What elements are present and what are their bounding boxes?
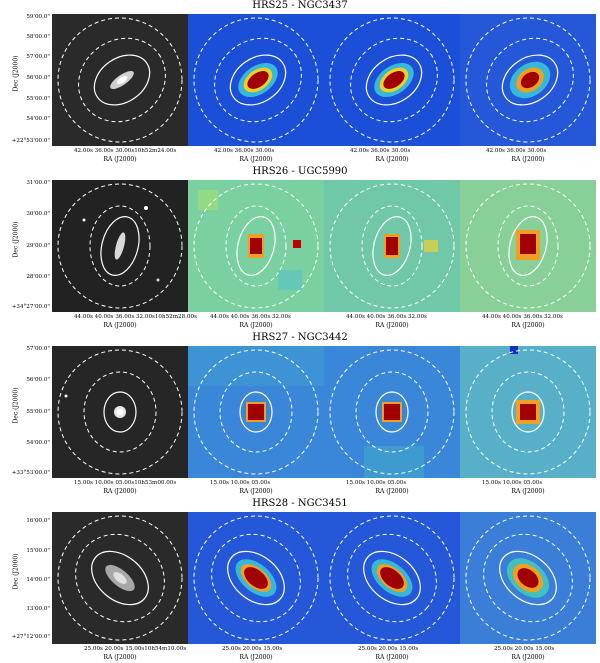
y-tick-label: 29'00.0" [26, 243, 50, 249]
row-title: HRS27 - NGC3442 [252, 332, 348, 343]
x-axis-label: RA (J2000) [375, 654, 409, 661]
row-title: HRS25 - NGC3437 [252, 0, 348, 11]
x-axis-label: RA (J2000) [511, 156, 545, 163]
y-tick-label: +33°53'00.0" [11, 470, 50, 476]
x-tick-labels: 15.00s 10.00s 05.00s [346, 480, 407, 486]
optical-image-panel [52, 512, 188, 644]
flux-map-panel-2 [324, 180, 460, 312]
flux-map-panel-2 [324, 346, 460, 478]
flux-map-panel-1 [188, 512, 324, 644]
y-tick-label: +22°53'00.0" [11, 138, 50, 144]
flux-map-panel-2 [324, 512, 460, 644]
flux-map-panel-1 [188, 180, 324, 312]
figure-row-1: HRS25 - NGC3437 Dec (J2000) 59'00.0" 58'… [0, 0, 600, 166]
x-tick-labels: 44.00s 40.00s 36.00s 32.00s [210, 314, 291, 320]
y-tick-label: 58'00.0" [26, 34, 50, 40]
x-tick-labels: 42.00s 36.00s 30.00s [214, 148, 275, 154]
y-axis-label: Dec (J2000) [12, 221, 20, 258]
x-axis-label: RA (J2000) [103, 322, 137, 329]
flux-map-panel-1 [188, 14, 324, 146]
x-axis-label: RA (J2000) [375, 322, 409, 329]
y-axis-label: Dec (J2000) [12, 55, 20, 92]
x-tick-labels: 42.00s 36.00s 30.00s [350, 148, 411, 154]
y-axis-label: Dec (J2000) [12, 387, 20, 424]
x-tick-labels: 44.00s 40.00s 36.00s 32.00s [482, 314, 563, 320]
flux-map-panel-3 [460, 346, 596, 478]
y-tick-label: 55'00.0" [26, 409, 50, 415]
x-axis-label: RA (J2000) [375, 488, 409, 495]
x-tick-labels: 15.00s 10.00s 05.00s10h53m00.00s [74, 480, 177, 486]
flux-map-panel-1 [188, 346, 324, 478]
y-tick-label: 16'00.0" [26, 518, 50, 524]
y-tick-label: 31'00.0" [26, 180, 50, 186]
x-tick-labels: 25.00s 20.00s 15.00s [494, 646, 555, 652]
x-axis-label: RA (J2000) [239, 654, 273, 661]
x-axis-label: RA (J2000) [239, 156, 273, 163]
flux-map-panel-3 [460, 512, 596, 644]
x-tick-labels: 15.00s 10.00s 05.00s [210, 480, 271, 486]
x-tick-labels: 44.00s 40.00s 36.00s 32.00s [346, 314, 427, 320]
y-tick-label: 55'00.0" [26, 96, 50, 102]
y-tick-label: 54'00.0" [26, 440, 50, 446]
x-tick-labels: 25.00s 20.00s 15.00s [358, 646, 419, 652]
y-tick-label: 28'00.0" [26, 274, 50, 280]
x-tick-labels: 25.00s 20.00s 15.00s [222, 646, 283, 652]
x-tick-labels: 42.00s 36.00s 30.00s [486, 148, 547, 154]
x-tick-labels: 15.00s 10.00s 05.00s [482, 480, 543, 486]
y-tick-label: 56'00.0" [26, 75, 50, 81]
flux-map-panel-3 [460, 180, 596, 312]
y-tick-label: 14'00.0" [26, 577, 50, 583]
x-axis-label: RA (J2000) [511, 322, 545, 329]
optical-image-panel [52, 346, 188, 478]
figure-row-2: HRS26 - UGC5990 Dec (J2000) 31'00.0" 30'… [0, 166, 600, 332]
x-axis-label: RA (J2000) [103, 488, 137, 495]
y-tick-label: 56'00.0" [26, 377, 50, 383]
optical-image-panel [52, 14, 188, 146]
y-tick-label: 59'00.0" [26, 14, 50, 20]
flux-map-panel-2 [324, 14, 460, 146]
figure-row-3: HRS27 - NGC3442 Dec (J2000) 57'00.0" 56'… [0, 332, 600, 498]
flux-map-panel-3 [460, 14, 596, 146]
x-axis-label: RA (J2000) [103, 156, 137, 163]
y-tick-label: +27°12'00.0" [11, 634, 50, 640]
optical-image-panel [52, 180, 188, 312]
x-axis-label: RA (J2000) [511, 654, 545, 661]
x-tick-labels: 42.00s 36.00s 30.00s10h52m24.00s [74, 148, 177, 154]
x-axis-label: RA (J2000) [511, 488, 545, 495]
x-axis-label: RA (J2000) [375, 156, 409, 163]
figure-row-4: HRS28 - NGC3451 Dec (J2000) 16'00.0" 15'… [0, 498, 600, 663]
x-axis-label: RA (J2000) [103, 654, 137, 661]
y-tick-label: +34°27'00.0" [11, 304, 50, 310]
y-tick-label: 13'00.0" [26, 606, 50, 612]
row-title: HRS28 - NGC3451 [252, 498, 348, 509]
y-tick-label: 57'00.0" [26, 54, 50, 60]
y-tick-label: 15'00.0" [26, 548, 50, 554]
x-tick-labels: 25.00s 20.00s 15.00s10h54m10.00s [84, 646, 187, 652]
x-tick-labels: 44.00s 40.00s 36.00s 32.00s10h52m28.00s [74, 314, 197, 320]
row-title: HRS26 - UGC5990 [252, 166, 348, 177]
x-axis-label: RA (J2000) [239, 322, 273, 329]
x-axis-label: RA (J2000) [239, 488, 273, 495]
y-tick-label: 30'00.0" [26, 211, 50, 217]
y-tick-label: 54'00.0" [26, 116, 50, 122]
y-tick-label: 57'00.0" [26, 346, 50, 352]
